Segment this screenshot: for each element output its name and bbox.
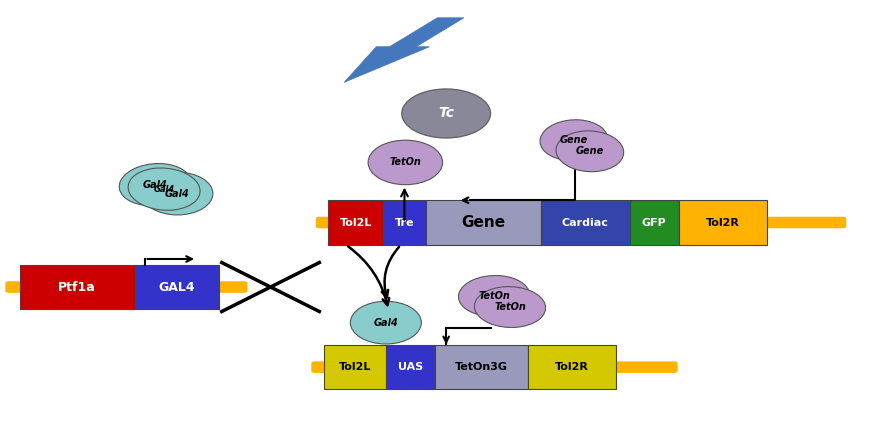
Ellipse shape <box>119 163 191 206</box>
Text: Gal4: Gal4 <box>143 180 167 190</box>
Text: Tol2R: Tol2R <box>705 218 739 227</box>
Ellipse shape <box>401 89 490 138</box>
Text: Tc: Tc <box>438 106 454 121</box>
Text: Gal4: Gal4 <box>373 318 398 328</box>
Ellipse shape <box>540 120 607 161</box>
Ellipse shape <box>368 140 442 185</box>
FancyBboxPatch shape <box>19 265 135 309</box>
Text: TetOn: TetOn <box>389 158 421 167</box>
Ellipse shape <box>556 131 623 172</box>
Text: Tre: Tre <box>394 218 414 227</box>
FancyBboxPatch shape <box>629 200 678 245</box>
FancyBboxPatch shape <box>527 345 616 389</box>
Text: Ptf1a: Ptf1a <box>58 280 96 294</box>
Text: Tol2R: Tol2R <box>555 362 588 372</box>
Text: Gene: Gene <box>575 146 603 156</box>
FancyBboxPatch shape <box>5 281 247 293</box>
Text: Tol2L: Tol2L <box>339 218 371 227</box>
Ellipse shape <box>474 287 545 328</box>
FancyBboxPatch shape <box>540 200 629 245</box>
FancyBboxPatch shape <box>434 345 527 389</box>
FancyBboxPatch shape <box>385 345 434 389</box>
FancyBboxPatch shape <box>678 200 766 245</box>
Text: Cardiac: Cardiac <box>562 218 608 227</box>
FancyBboxPatch shape <box>311 361 677 373</box>
FancyBboxPatch shape <box>425 200 540 245</box>
Ellipse shape <box>350 301 421 344</box>
Ellipse shape <box>128 168 200 210</box>
FancyBboxPatch shape <box>383 200 425 245</box>
Ellipse shape <box>142 172 213 215</box>
FancyBboxPatch shape <box>328 200 383 245</box>
Text: TetOn: TetOn <box>478 291 509 301</box>
Text: TetOn3G: TetOn3G <box>455 362 507 372</box>
Ellipse shape <box>458 275 529 316</box>
Text: GFP: GFP <box>641 218 665 227</box>
Text: Gal4: Gal4 <box>153 185 175 194</box>
Text: GAL4: GAL4 <box>159 280 195 294</box>
FancyBboxPatch shape <box>315 217 845 228</box>
Text: Gene: Gene <box>461 215 505 230</box>
Polygon shape <box>344 18 463 82</box>
Text: Tol2L: Tol2L <box>338 362 370 372</box>
Text: TetOn: TetOn <box>494 302 525 312</box>
Text: Gal4: Gal4 <box>165 189 190 198</box>
Text: UAS: UAS <box>397 362 423 372</box>
Text: Gene: Gene <box>559 135 587 145</box>
FancyBboxPatch shape <box>135 265 219 309</box>
FancyBboxPatch shape <box>323 345 385 389</box>
